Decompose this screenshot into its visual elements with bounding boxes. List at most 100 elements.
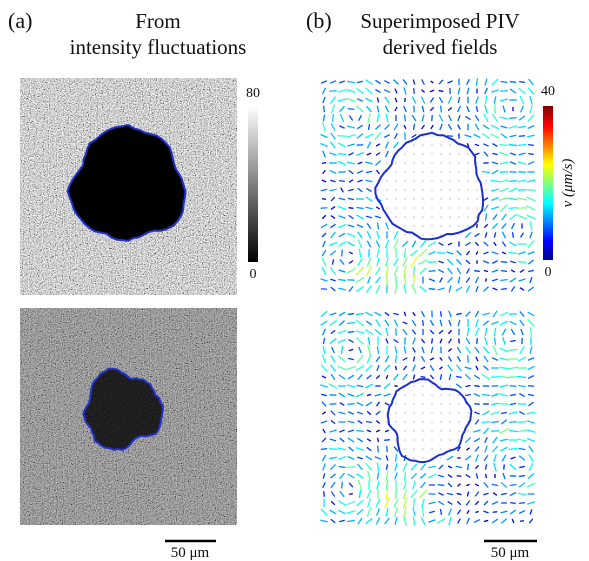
velocity-arrow [481,393,491,397]
velocity-arrow [491,196,499,202]
grid-dot [449,153,451,155]
velocity-arrow [491,113,499,123]
velocity-arrow [329,80,337,84]
grid-dot [413,448,415,450]
velocity-arrow [508,125,518,129]
velocity-arrow [403,506,407,518]
velocity-arrow [491,222,499,230]
velocity-arrow [321,257,327,267]
grid-dot [458,216,460,218]
grid-dot [440,403,442,405]
velocity-arrow [464,366,472,370]
grid-dot [431,171,433,173]
velocity-arrow [339,437,345,443]
velocity-arrow [456,267,462,275]
velocity-arrow [322,114,326,122]
velocity-arrow [421,319,425,327]
grid-dot [458,439,460,441]
grid-dot [449,448,451,450]
velocity-arrow [474,310,480,318]
velocity-arrow [337,455,347,461]
velocity-arrow [357,420,363,424]
grid-dot [413,180,415,182]
grid-dot [413,385,415,387]
velocity-arrow [365,383,373,389]
velocity-arrow [510,286,516,292]
velocity-arrow [438,260,444,264]
velocity-arrow [500,438,508,442]
velocity-arrow [356,401,364,407]
velocity-arrow [508,411,518,415]
velocity-arrow [475,285,479,293]
velocity-arrow [366,393,372,397]
grid-dot [422,457,424,459]
velocity-arrow [492,492,498,496]
velocity-arrow [321,214,327,220]
velocity-arrow [529,231,533,239]
velocity-arrow [527,311,535,317]
velocity-arrow [499,161,509,165]
dark-region [83,368,163,450]
velocity-arrow [430,124,434,130]
velocity-arrow [516,429,528,433]
velocity-arrow [484,445,488,453]
colorbar-tick: 40 [541,84,555,99]
velocity-arrow [330,329,336,335]
velocity-arrow [339,472,345,480]
velocity-arrow [448,516,452,526]
velocity-arrow [411,284,417,294]
velocity-arrow [465,346,471,354]
velocity-arrow [321,232,327,238]
velocity-arrow [412,123,416,131]
velocity-arrow [357,187,363,193]
velocity-arrow [375,89,381,93]
velocity-arrow [347,125,355,129]
grid-dot [440,153,442,155]
velocity-arrow [375,160,381,166]
velocity-arrow [348,285,354,293]
velocity-arrow [375,206,381,210]
velocity-arrow [421,89,425,93]
velocity-arrow [320,519,328,523]
grid-dot [440,421,442,423]
grid-dot [476,189,478,191]
velocity-arrow [420,310,426,318]
grid-dot [449,385,451,387]
grid-dot [404,448,406,450]
velocity-arrow [393,238,399,250]
grid-dot [440,198,442,200]
velocity-arrow [430,80,434,84]
velocity-arrow [383,364,391,372]
velocity-arrow [393,79,399,85]
velocity-arrow [518,474,526,478]
velocity-arrow [330,196,336,202]
velocity-arrow [465,337,471,345]
velocity-arrow [366,222,372,230]
grid-dot [422,421,424,423]
velocity-arrow [364,133,374,139]
velocity-arrow [502,337,506,345]
grid-dot [413,225,415,227]
velocity-arrow [328,383,338,389]
grid-dot [413,421,415,423]
colorbar-label: v (μm/s) [560,159,576,208]
velocity-arrow [321,161,327,165]
velocity-arrow [375,374,381,380]
velocity-arrow [437,483,445,487]
velocity-arrow [356,224,364,228]
grid-dot [467,430,469,432]
grid-dot [467,225,469,227]
velocity-arrow [438,492,444,496]
velocity-arrow [393,373,399,381]
velocity-arrow [465,393,471,397]
velocity-arrow [482,124,490,130]
velocity-arrow [357,517,363,525]
velocity-arrow [338,180,346,182]
grid-dot [413,171,415,173]
velocity-arrow [457,96,461,104]
grid-dot [440,439,442,441]
velocity-arrow [526,411,536,415]
velocity-arrow [346,384,356,388]
velocity-arrow [322,345,326,355]
grid-dot [440,207,442,209]
